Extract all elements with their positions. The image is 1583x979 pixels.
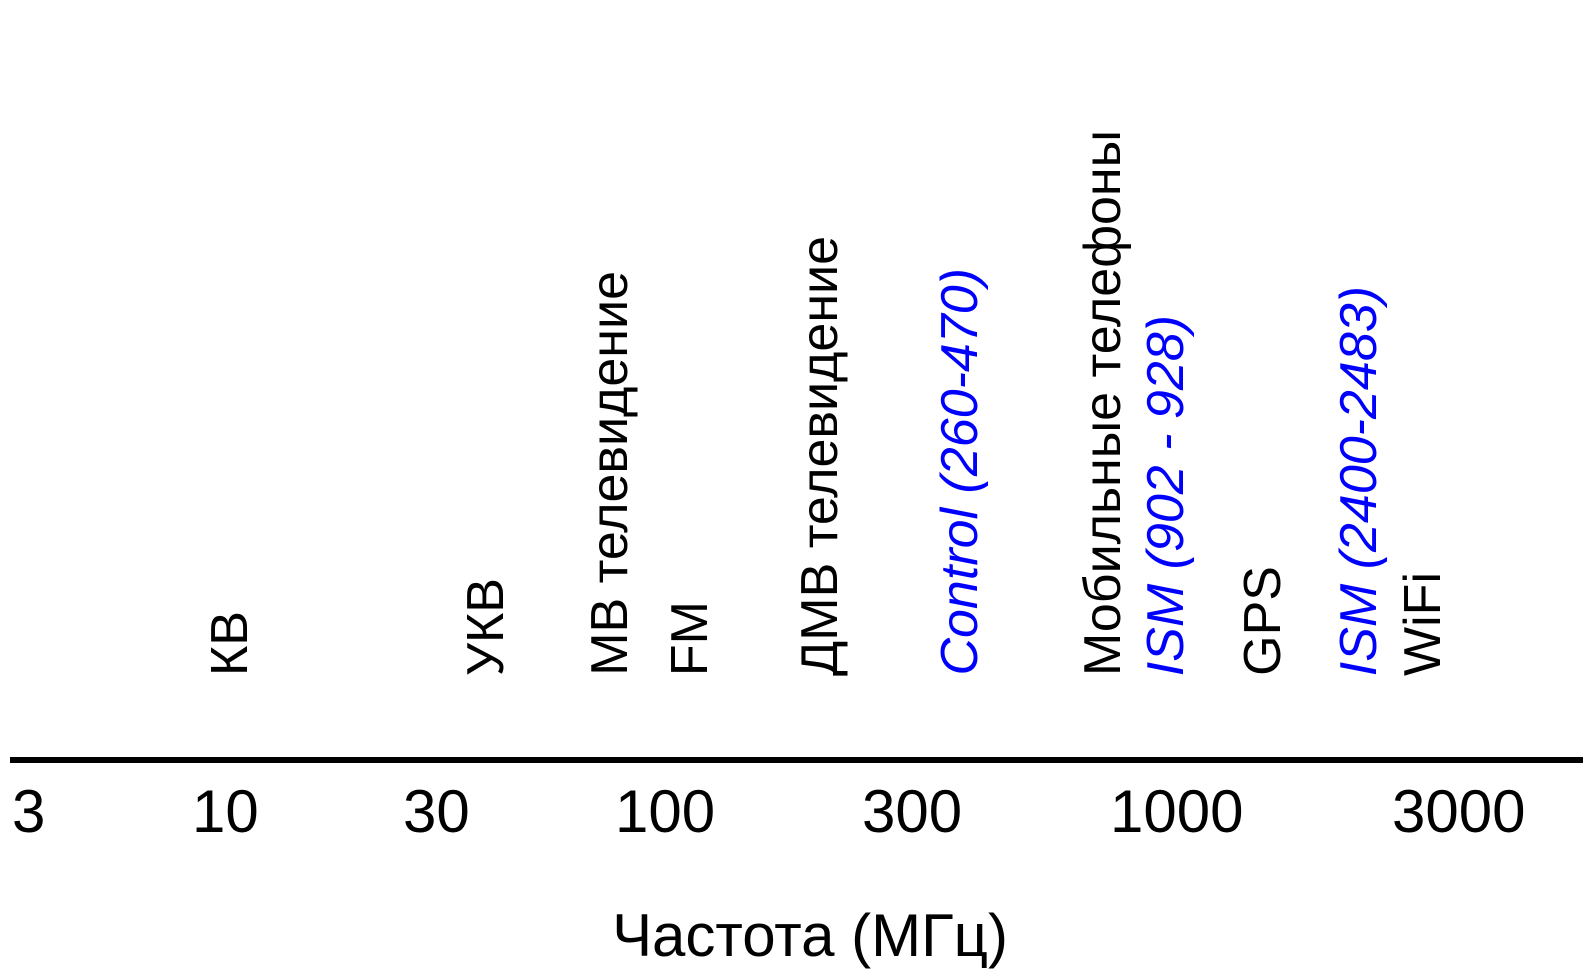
tick-label-1000: 1000 xyxy=(1110,778,1244,845)
band-label-kv: КВ xyxy=(201,611,259,676)
band-label-ism-2400: ISM (2400-2483) xyxy=(1330,285,1388,676)
frequency-axis-line xyxy=(10,757,1583,763)
band-label-fm: FM xyxy=(661,600,719,676)
tick-label-30: 30 xyxy=(403,778,470,845)
band-label-ukv: УКВ xyxy=(457,577,515,676)
band-label-ism-900: ISM (902 - 928) xyxy=(1137,314,1195,676)
band-label-mobile-phones: Мобильные телефоны xyxy=(1074,129,1132,676)
tick-label-3: 3 xyxy=(12,778,46,845)
band-label-control: Control (260-470) xyxy=(931,268,989,676)
tick-label-10: 10 xyxy=(192,778,259,845)
band-label-dmv-tv: ДМВ телевидение xyxy=(791,236,849,676)
tick-label-100: 100 xyxy=(615,778,716,845)
band-label-gps: GPS xyxy=(1234,566,1292,676)
x-axis-label: Частота (МГц) xyxy=(612,902,1008,969)
tick-label-3000: 3000 xyxy=(1392,778,1526,845)
band-label-mv-tv: МВ телевидение xyxy=(581,271,639,676)
tick-label-300: 300 xyxy=(862,778,963,845)
band-label-wifi: WiFi xyxy=(1394,572,1452,676)
